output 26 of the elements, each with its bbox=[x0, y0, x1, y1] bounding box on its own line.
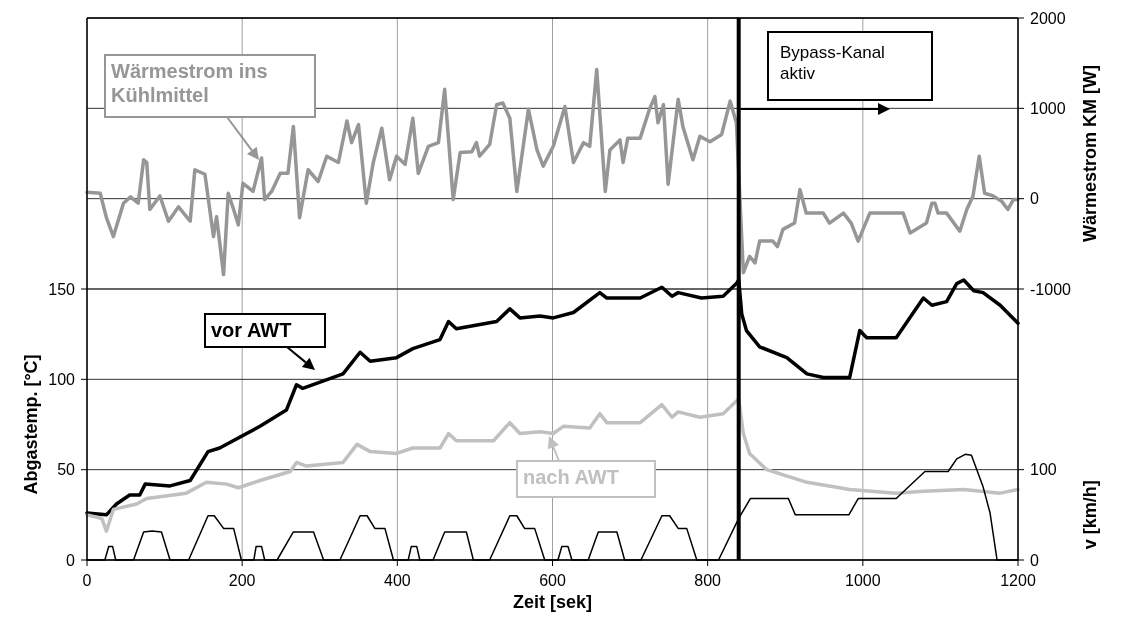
legend-label: nach AWT bbox=[523, 466, 619, 488]
y-tick-label: 50 bbox=[57, 461, 76, 479]
y2-axis-title: Wärmestrom KM [W] bbox=[1080, 64, 1100, 243]
y3-tick-label: 0 bbox=[1030, 551, 1039, 569]
y3-tick-label: 100 bbox=[1030, 461, 1057, 479]
x-tick-label: 1200 bbox=[1000, 572, 1036, 589]
x-tick-label: 800 bbox=[694, 572, 722, 589]
y2-tick-label: 1000 bbox=[1030, 99, 1066, 117]
x-tick-label: 0 bbox=[82, 572, 92, 589]
x-axis-title: Zeit [sek] bbox=[512, 592, 593, 612]
y2-tick-label: -1000 bbox=[1030, 280, 1072, 298]
x-tick-label: 1000 bbox=[845, 572, 881, 589]
line-series bbox=[85, 397, 1020, 533]
y-tick-label: 100 bbox=[48, 370, 76, 388]
ref-line-label: Bypass-Kanal aktiv bbox=[780, 43, 885, 83]
y-tick-label: 0 bbox=[66, 551, 76, 569]
text: vor AWT bbox=[211, 319, 292, 341]
x-tick-label: 600 bbox=[539, 572, 566, 589]
y-axis-title: Abgastemp. [°C] bbox=[21, 354, 41, 495]
y2-tick-label: 0 bbox=[1030, 190, 1039, 208]
y3-axis-title: v [km/h] bbox=[1080, 480, 1100, 550]
y2-tick-label: 2000 bbox=[1030, 9, 1066, 27]
x-tick-label: 200 bbox=[228, 572, 256, 589]
y-tick-label: 150 bbox=[48, 280, 76, 298]
x-tick-label: 400 bbox=[383, 572, 411, 589]
series-label: Wärmestrom ins Kühlmittel bbox=[111, 60, 268, 106]
